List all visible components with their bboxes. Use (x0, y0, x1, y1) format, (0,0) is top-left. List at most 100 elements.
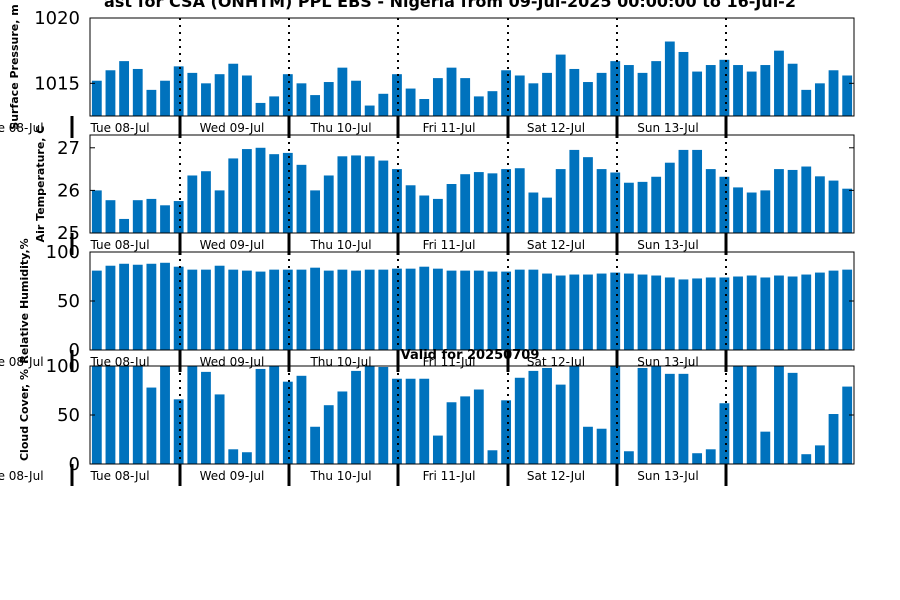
bar (801, 274, 812, 350)
x-tick-label: Sun 13-Jul (637, 355, 698, 369)
bar (814, 445, 825, 464)
bar (514, 75, 525, 116)
bar (241, 149, 252, 233)
bar (569, 149, 580, 233)
bar (555, 384, 566, 464)
y-axis-label: Cloud Cover, % (18, 369, 31, 461)
bar (514, 377, 525, 464)
bar (405, 88, 416, 116)
bar (501, 70, 512, 116)
bar (160, 205, 170, 233)
y-tick-label: 1015 (34, 73, 80, 94)
bar (173, 66, 184, 116)
x-tick-label: Sat 12-Jul (527, 469, 585, 483)
bar (255, 147, 266, 233)
bar (105, 366, 116, 464)
bar (542, 197, 552, 233)
bar (105, 200, 116, 233)
bar (487, 173, 498, 233)
bar (446, 270, 457, 350)
bar (801, 166, 812, 233)
bar (91, 80, 102, 116)
bar (119, 366, 130, 464)
x-tick-label: Thu 10-Jul (309, 469, 371, 483)
bar (501, 169, 512, 233)
bar (241, 75, 252, 116)
bar (310, 190, 321, 233)
bar (542, 273, 552, 350)
axes-frame (89, 134, 855, 234)
bar (623, 182, 634, 233)
bar (514, 269, 525, 350)
valid-date-label: Valid for 20250709 (401, 348, 540, 363)
bar (405, 378, 416, 464)
bar (119, 263, 130, 350)
bar (282, 269, 293, 350)
bar (787, 169, 798, 233)
bar (146, 387, 157, 464)
bar (473, 270, 484, 350)
bar (828, 270, 839, 350)
bar (842, 269, 853, 350)
bar (392, 378, 402, 464)
x-tick-label: Thu 10-Jul (309, 121, 371, 135)
bar (542, 367, 552, 464)
x-tick-label: Tue 08-Jul (0, 355, 44, 369)
bar (842, 188, 853, 233)
y-tick-label: 0 (69, 340, 80, 361)
x-tick-label: Tue 08-Jul (0, 469, 44, 483)
y-axis-label: Relative Humidity,% (18, 238, 31, 363)
bar (91, 270, 102, 350)
bar (842, 386, 853, 464)
bar (160, 262, 170, 350)
bar (255, 102, 266, 116)
bar (378, 160, 389, 233)
bar (269, 366, 280, 464)
bar (596, 273, 607, 350)
y-axis-label: Air Temperature, C (34, 126, 47, 243)
bar (774, 50, 784, 116)
bar (269, 96, 280, 116)
x-tick-label: Sat 12-Jul (527, 121, 585, 135)
y-tick-label: 0 (69, 454, 80, 475)
bar (528, 370, 539, 464)
x-tick-label: Thu 10-Jul (309, 355, 371, 369)
bar (91, 190, 102, 233)
bar (692, 71, 703, 116)
bar (514, 168, 525, 233)
bar (296, 164, 307, 233)
bar (337, 156, 348, 233)
figure-title: ast for CSA (ONHTM) PPL EBS - Nigeria fr… (104, 0, 796, 11)
x-tick-label: Tue 08-Jul (89, 121, 149, 135)
bar (596, 428, 607, 464)
bar (528, 83, 539, 116)
bar (542, 72, 552, 116)
x-tick-label: Sat 12-Jul (527, 238, 585, 252)
bar (664, 162, 675, 233)
bar (432, 435, 443, 464)
bar (173, 399, 184, 464)
bar (473, 172, 484, 233)
bar (746, 366, 757, 464)
bar (651, 366, 662, 464)
x-tick-label: Fri 11-Jul (423, 469, 476, 483)
bar (814, 272, 825, 350)
bar (255, 368, 266, 464)
bar (446, 184, 457, 233)
bar (774, 275, 784, 350)
bar (432, 78, 443, 116)
bar (705, 169, 716, 233)
bar (733, 276, 743, 350)
x-tick-label: Tue 08-Jul (89, 469, 149, 483)
y-tick-label: 1020 (34, 8, 80, 29)
axes-frame (89, 17, 855, 117)
bar (228, 269, 239, 350)
bar (719, 403, 730, 464)
bar (705, 277, 716, 350)
bar (569, 366, 580, 464)
bar (705, 449, 716, 464)
bar (814, 83, 825, 116)
